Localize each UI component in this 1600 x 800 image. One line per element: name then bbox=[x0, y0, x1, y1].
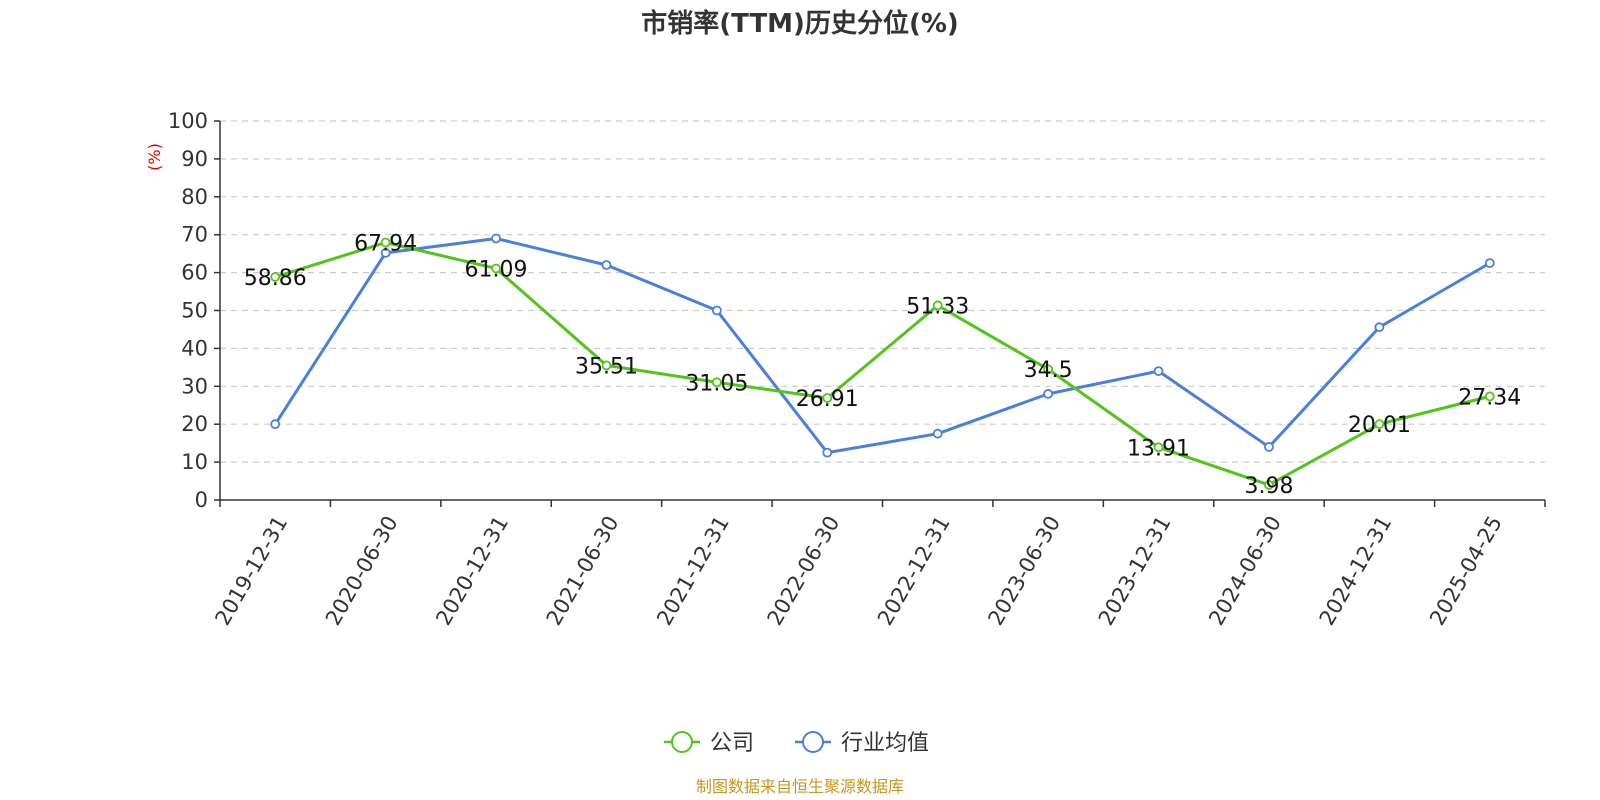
series-lines bbox=[270, 233, 1495, 490]
data-point[interactable] bbox=[1264, 480, 1274, 490]
y-tick-label: 80 bbox=[181, 185, 208, 209]
data-point[interactable] bbox=[270, 272, 281, 282]
data-point[interactable] bbox=[822, 447, 833, 458]
x-tick-label: 2025-04-25 bbox=[1425, 512, 1507, 630]
data-point[interactable] bbox=[491, 263, 501, 274]
y-tick-label: 0 bbox=[195, 488, 208, 512]
data-label: 20.01 bbox=[1348, 413, 1411, 438]
data-point[interactable] bbox=[711, 377, 722, 388]
data-label: 27.34 bbox=[1458, 385, 1521, 410]
data-label: 31.05 bbox=[685, 371, 748, 396]
x-tick-label: 2022-12-31 bbox=[873, 512, 955, 630]
y-tick-label: 70 bbox=[181, 223, 208, 247]
series-line-0 bbox=[274, 241, 1491, 487]
data-label: 34.5 bbox=[1024, 358, 1073, 383]
y-tick-label: 10 bbox=[181, 450, 208, 474]
data-point[interactable] bbox=[1153, 442, 1164, 453]
x-tick-label: 2020-06-30 bbox=[321, 512, 403, 630]
data-point[interactable] bbox=[1264, 442, 1274, 452]
data-label: 58.86 bbox=[244, 266, 307, 291]
y-tick-label: 20 bbox=[181, 412, 208, 436]
data-label: 61.09 bbox=[465, 257, 528, 282]
data-point[interactable] bbox=[932, 428, 943, 439]
data-point[interactable] bbox=[380, 237, 391, 248]
data-point[interactable] bbox=[822, 393, 833, 403]
data-label: 26.91 bbox=[796, 387, 859, 412]
x-tick-label: 2020-12-31 bbox=[431, 512, 513, 630]
data-label: 35.51 bbox=[575, 354, 638, 379]
data-point[interactable] bbox=[601, 260, 612, 270]
data-point[interactable] bbox=[1484, 391, 1495, 402]
data-point[interactable] bbox=[491, 233, 501, 244]
data-point[interactable] bbox=[932, 300, 943, 311]
data-point[interactable] bbox=[1043, 388, 1054, 399]
legend-item-0[interactable]: 公司 bbox=[664, 731, 754, 756]
y-tick-label: 90 bbox=[181, 147, 208, 171]
data-label: 3.98 bbox=[1244, 474, 1293, 499]
y-tick-label: 50 bbox=[181, 299, 208, 323]
y-tick-label: 30 bbox=[181, 374, 208, 398]
legend-label: 公司 bbox=[710, 731, 754, 756]
legend[interactable]: 公司 行业均值 bbox=[664, 731, 929, 756]
data-point[interactable] bbox=[711, 305, 722, 316]
legend-marker bbox=[671, 731, 693, 753]
data-point[interactable] bbox=[380, 247, 391, 258]
data-label: 67.94 bbox=[354, 232, 417, 257]
data-point[interactable] bbox=[1043, 364, 1054, 375]
data-labels: 58.86 67.94 61.09 35.51 31.05 26.91 51.33 34.5 1… bbox=[244, 232, 1522, 499]
data-point[interactable] bbox=[1484, 258, 1495, 269]
x-tick-label: 2024-12-31 bbox=[1315, 512, 1397, 630]
data-point[interactable] bbox=[601, 360, 612, 371]
y-tick-label: 40 bbox=[181, 336, 208, 360]
x-tick-label: 2021-06-30 bbox=[542, 512, 624, 630]
x-tick-label: 2021-12-31 bbox=[652, 512, 734, 630]
grid-lines bbox=[220, 120, 1545, 463]
x-tick-label: 2023-06-30 bbox=[983, 512, 1065, 630]
legend-item-1[interactable]: 行业均值 bbox=[795, 731, 929, 756]
x-tick-label: 2019-12-31 bbox=[210, 512, 292, 630]
chart-title: 市销率(TTM)历史分位(%) bbox=[641, 8, 959, 39]
x-tick-label: 2024-06-30 bbox=[1204, 512, 1286, 630]
data-point[interactable] bbox=[270, 419, 281, 430]
legend-marker bbox=[802, 731, 824, 753]
data-point[interactable] bbox=[1374, 322, 1385, 333]
y-tick-label: 60 bbox=[181, 261, 208, 285]
data-label: 51.33 bbox=[906, 294, 969, 319]
data-point[interactable] bbox=[1374, 419, 1385, 430]
source-note: 制图数据来自恒生聚源数据库 bbox=[696, 777, 904, 796]
legend-label: 行业均值 bbox=[841, 731, 929, 756]
x-tick-label: 2023-12-31 bbox=[1094, 512, 1176, 630]
y-tick-label: 100 bbox=[168, 109, 208, 133]
y-axis-label: (%) bbox=[145, 143, 164, 171]
x-tick-label: 2022-06-30 bbox=[763, 512, 845, 630]
data-label: 13.91 bbox=[1127, 436, 1190, 461]
data-point[interactable] bbox=[1153, 366, 1164, 377]
axes: 0 10 20 30 40 50 60 70 80 90 100 2019-12-31 2020-06-… bbox=[168, 109, 1546, 630]
series-line-1 bbox=[273, 236, 1491, 455]
